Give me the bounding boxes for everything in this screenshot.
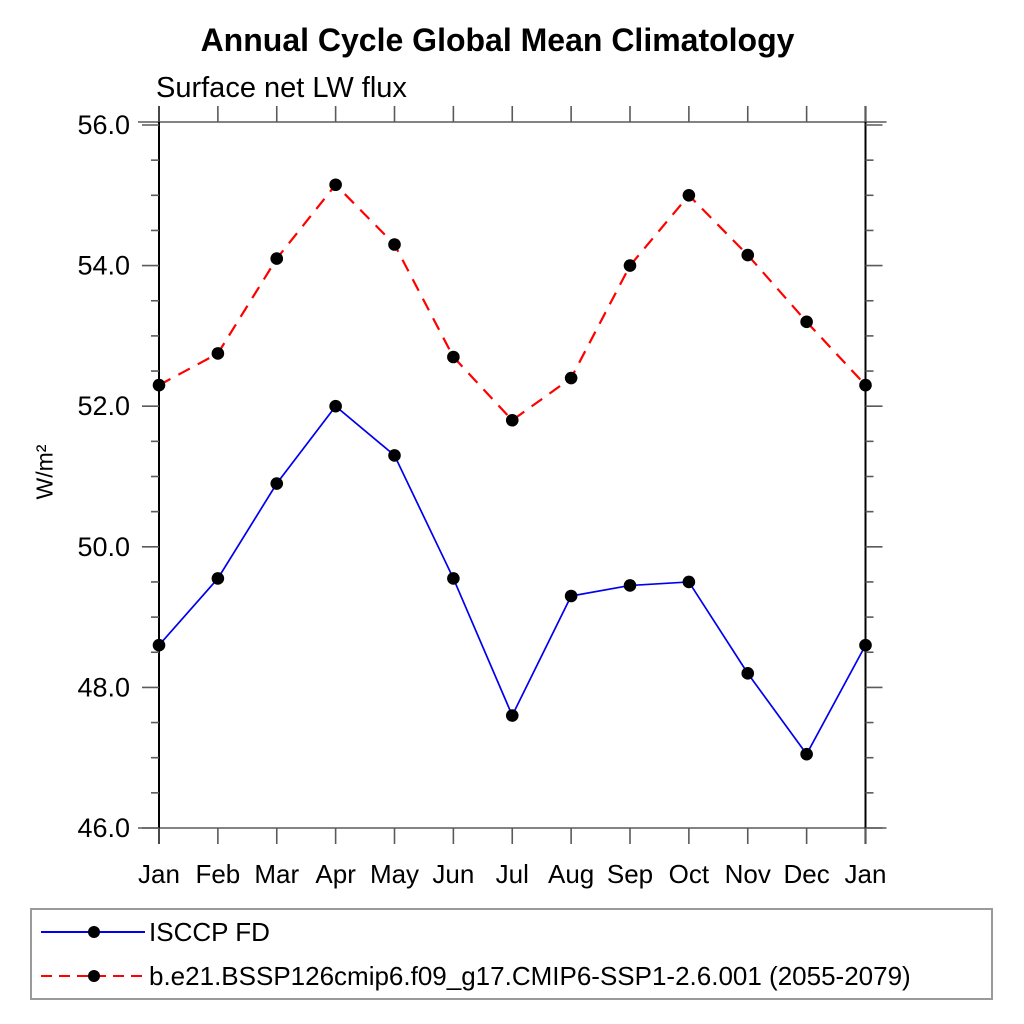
data-point-marker [859,378,872,392]
x-axis-tick-label: Jul [496,859,529,889]
data-point-marker [329,178,342,192]
data-point-marker [505,413,519,427]
y-axis-tick-label: 56.0 [77,110,130,140]
x-axis-tick-label: Aug [548,859,594,889]
legend-marker-dot [88,970,100,982]
x-axis-tick-label: Dec [784,859,830,889]
data-point-marker [329,399,342,413]
data-point-marker [447,350,460,364]
series-line [158,404,867,756]
x-axis-tick-label: Nov [725,859,771,889]
legend-marker-dot [88,926,100,938]
x-axis-tick-label: Jan [138,859,180,889]
data-point-marker [270,252,284,265]
data-point-marker [270,477,284,490]
data-point-marker [741,667,755,680]
legend-swatch-solid-line-icon [41,926,145,938]
x-axis-tick-label: Jun [432,859,474,889]
legend-item-cmip6-ssp1: b.e21.BSSP126cmip6.f09_g17.CMIP6-SSP1-2.… [37,954,991,998]
data-point-marker [388,449,401,462]
legend-label: b.e21.BSSP126cmip6.f09_g17.CMIP6-SSP1-2.… [149,961,911,991]
x-axis-tick-label: May [370,859,419,889]
data-point-marker [211,572,225,585]
x-axis-tick-label: Feb [195,859,240,889]
data-point-marker [623,259,637,272]
data-point-marker [682,575,696,589]
y-axis-tick-label: 54.0 [77,251,130,281]
data-point-marker [388,238,401,251]
x-axis-tick-label: Jan [845,859,887,889]
data-point-marker [741,248,755,262]
series-line [158,183,867,422]
data-point-marker [447,572,460,585]
legend-swatch-dashed-line-icon [41,970,145,982]
legend-item-isccp-fd: ISCCP FD [37,910,991,954]
data-point-marker [800,315,813,329]
x-axis-tick-label: Oct [669,859,710,889]
legend-label: ISCCP FD [149,917,270,947]
data-point-marker [211,347,225,360]
legend-box: ISCCP FD b.e21.BSSP126cmip6.f09_g17.CMIP… [30,908,993,1000]
data-point-marker [564,371,578,385]
data-point-marker [800,747,813,761]
data-point-marker [505,709,519,722]
y-axis-tick-label: 46.0 [77,813,130,843]
data-point-marker [564,589,578,603]
x-axis-tick-label: Sep [607,859,653,889]
y-axis-tick-label: 48.0 [77,672,130,702]
data-point-marker [152,378,166,392]
data-point-marker [623,579,637,592]
chart-subtitle: Surface net LW flux [156,72,407,104]
data-point-marker [859,638,872,652]
data-point-marker [682,189,696,202]
y-axis-tick-label: 52.0 [77,391,130,421]
chart-title: Annual Cycle Global Mean Climatology [200,22,795,58]
x-axis-tick-label: Apr [315,859,356,889]
y-axis-tick-label: 50.0 [77,532,130,562]
data-point-marker [152,638,166,652]
x-axis-tick-label: Mar [254,859,299,889]
